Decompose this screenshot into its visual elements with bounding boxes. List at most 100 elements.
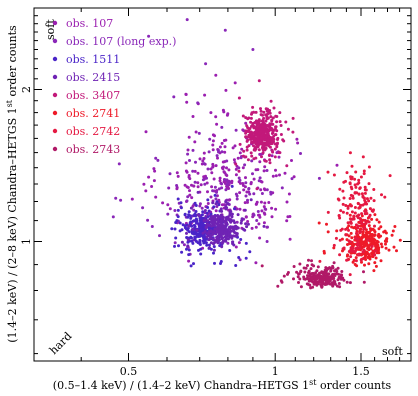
- data-point: [331, 276, 335, 280]
- legend-entry: obs. 107 (long exp.): [66, 35, 176, 48]
- data-point: [203, 182, 207, 186]
- data-point: [252, 144, 255, 148]
- data-point: [217, 150, 220, 154]
- data-point: [244, 194, 248, 198]
- data-point: [326, 278, 330, 282]
- data-point: [375, 218, 379, 222]
- data-point: [266, 116, 270, 120]
- data-point: [225, 166, 228, 170]
- data-point: [329, 268, 333, 272]
- data-point: [355, 243, 359, 247]
- data-point: [248, 192, 252, 196]
- data-point: [232, 158, 236, 162]
- data-point: [332, 282, 335, 286]
- data-point: [191, 219, 195, 223]
- data-point: [311, 280, 315, 284]
- data-point: [203, 93, 207, 97]
- data-point: [114, 196, 118, 200]
- data-point: [194, 210, 198, 213]
- y-tick-label: 2: [20, 86, 33, 93]
- data-point: [223, 225, 227, 229]
- data-point: [198, 202, 202, 206]
- data-point: [241, 184, 245, 187]
- data-point: [364, 258, 368, 261]
- data-point: [360, 222, 364, 226]
- data-point: [332, 261, 336, 265]
- data-point: [198, 157, 202, 161]
- data-point: [286, 215, 290, 219]
- data-point: [206, 202, 210, 205]
- data-point: [257, 213, 260, 217]
- data-point: [214, 164, 218, 168]
- data-point: [363, 218, 367, 222]
- data-point: [186, 195, 190, 199]
- data-point: [358, 186, 362, 190]
- data-point: [367, 165, 371, 169]
- data-point: [310, 259, 313, 263]
- data-point: [178, 221, 182, 225]
- data-point: [395, 249, 398, 253]
- data-point: [206, 206, 210, 209]
- data-point: [270, 140, 274, 144]
- data-point: [364, 254, 368, 258]
- data-point: [342, 180, 346, 184]
- data-point: [221, 160, 225, 164]
- data-point: [283, 171, 287, 175]
- data-point: [199, 219, 203, 223]
- data-point: [213, 193, 217, 197]
- data-point: [259, 188, 263, 192]
- data-point: [338, 253, 342, 257]
- corner-label-bottom-right: soft: [382, 345, 403, 358]
- data-point: [337, 198, 341, 202]
- data-point: [333, 274, 337, 277]
- data-point: [372, 199, 376, 203]
- data-point: [369, 196, 373, 200]
- data-point: [214, 227, 218, 231]
- data-point: [190, 236, 193, 240]
- data-point: [314, 281, 318, 285]
- data-point: [229, 229, 233, 233]
- data-point: [278, 151, 282, 155]
- data-point: [241, 128, 245, 132]
- data-point: [346, 206, 350, 210]
- data-point: [205, 222, 209, 226]
- data-point: [243, 228, 247, 232]
- data-point: [220, 230, 224, 234]
- data-point: [217, 203, 221, 207]
- data-point: [246, 222, 250, 226]
- data-point: [200, 206, 204, 210]
- data-point: [206, 167, 210, 171]
- data-point: [274, 133, 278, 137]
- legend-marker: [52, 56, 58, 62]
- data-point: [344, 233, 348, 237]
- data-point: [339, 228, 343, 232]
- data-point: [332, 173, 336, 177]
- data-point: [214, 73, 218, 77]
- data-point: [190, 224, 194, 228]
- data-point: [264, 159, 268, 163]
- data-point: [373, 253, 377, 257]
- data-point: [298, 277, 302, 281]
- legend-marker: [52, 110, 58, 116]
- data-point: [220, 182, 224, 186]
- data-point: [193, 140, 197, 144]
- data-point: [244, 222, 248, 226]
- data-point: [359, 219, 363, 223]
- data-point: [246, 220, 250, 223]
- data-point: [267, 140, 271, 144]
- data-point: [202, 157, 206, 160]
- y-axis-label: (1.4–2 keV) / (2–8 keV) Chandra–HETGS 1s…: [5, 25, 19, 343]
- data-point: [206, 198, 210, 202]
- data-point: [302, 277, 306, 281]
- data-point: [187, 248, 191, 252]
- data-point: [242, 154, 245, 158]
- series-8: [260, 258, 366, 290]
- data-point: [295, 137, 299, 141]
- data-point: [211, 139, 215, 143]
- data-point: [288, 237, 292, 241]
- data-point: [207, 243, 211, 247]
- data-point: [335, 163, 339, 167]
- y-tick-label: 1: [20, 238, 33, 245]
- data-point: [233, 81, 237, 85]
- data-point: [213, 261, 216, 265]
